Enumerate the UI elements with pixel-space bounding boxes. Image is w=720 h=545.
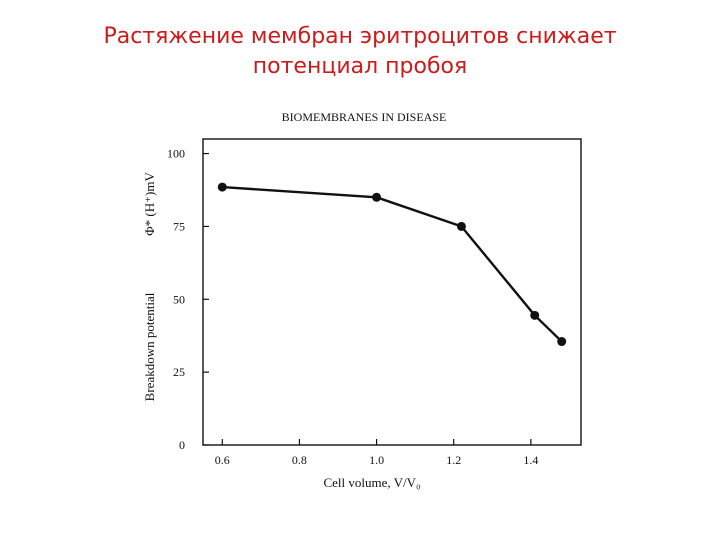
y-tick-label: 75 bbox=[173, 219, 185, 233]
x-tick-label: 1.2 bbox=[446, 453, 461, 467]
x-tick-label: 0.8 bbox=[292, 453, 307, 467]
chart-title: BIOMEMBRANES IN DISEASE bbox=[282, 110, 447, 124]
data-point bbox=[557, 337, 567, 347]
series-line bbox=[222, 185, 563, 343]
series-layer bbox=[217, 182, 567, 347]
x-tick-label: 1.0 bbox=[369, 453, 384, 467]
data-point bbox=[530, 310, 540, 320]
y-tick-label: 0 bbox=[179, 438, 185, 452]
x-axis-label: Cell volume, V/V₀ bbox=[323, 475, 420, 490]
plot-frame bbox=[202, 138, 582, 446]
slide-title: Растяжение мембран эритроцитов снижает п… bbox=[0, 22, 720, 82]
data-point bbox=[217, 182, 227, 192]
y-tick-label: 100 bbox=[167, 147, 185, 161]
data-point bbox=[372, 192, 382, 202]
slide-title-line1: Растяжение мембран эритроцитов снижает bbox=[103, 24, 617, 49]
y-tick-label: 50 bbox=[173, 292, 185, 306]
y-axis-label: Breakdown potential bbox=[142, 292, 157, 401]
y-axis-symbol: Φ* (H⁺)mV bbox=[142, 172, 157, 236]
y-tick-label: 25 bbox=[173, 365, 185, 379]
x-tick-label: 1.4 bbox=[523, 453, 538, 467]
axes-layer: 0 25 50 75 100 0.6 0.8 1.0 1.2 1.4 bbox=[167, 147, 538, 467]
data-point bbox=[456, 221, 466, 231]
slide-title-line2: потенциал пробоя bbox=[252, 54, 468, 79]
x-tick-label: 0.6 bbox=[215, 453, 230, 467]
